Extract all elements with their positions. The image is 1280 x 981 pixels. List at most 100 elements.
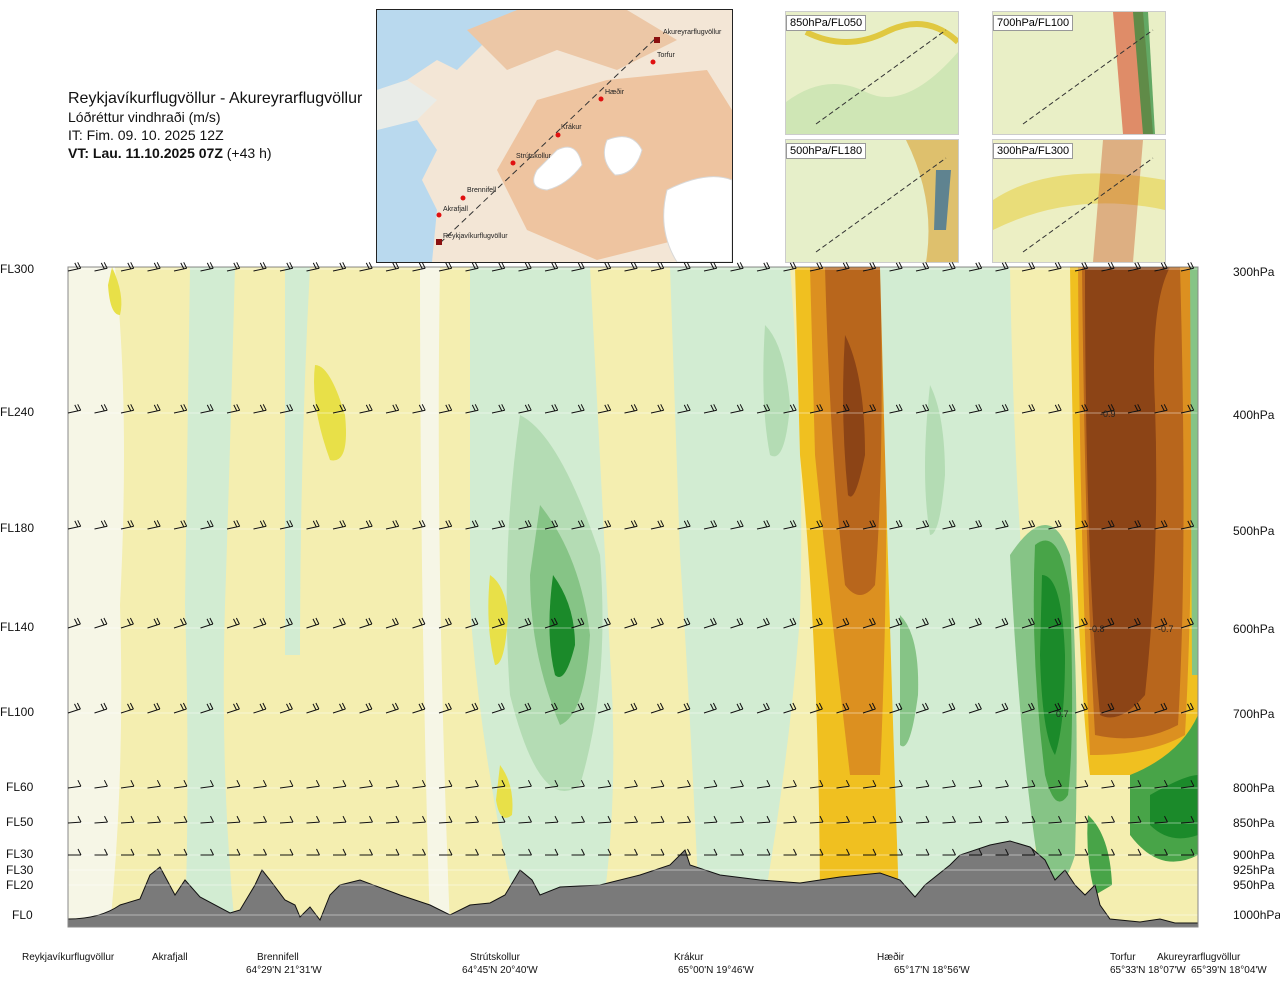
wind-barb xyxy=(730,262,744,272)
wind-barb xyxy=(544,815,559,824)
wind-barb xyxy=(253,617,267,629)
wind-barb xyxy=(438,520,453,530)
wind-barb xyxy=(306,262,320,272)
wind-barb xyxy=(942,617,956,629)
wind-barb xyxy=(1074,520,1089,530)
wind-barbs xyxy=(67,262,1195,856)
wind-barb xyxy=(1074,815,1089,824)
wind-barb xyxy=(1021,815,1036,824)
wind-barb xyxy=(809,617,823,629)
wind-barb xyxy=(412,779,426,789)
wind-barb xyxy=(624,702,638,714)
flight-level-axis: FL300 FL240 FL180 FL140 FL100 FL60 FL50 … xyxy=(0,262,34,922)
wind-barb xyxy=(544,262,559,272)
wind-barb xyxy=(306,848,320,856)
wind-barb xyxy=(438,262,453,272)
wind-barb xyxy=(386,848,400,856)
fl-label: FL240 xyxy=(0,405,34,419)
wind-barb xyxy=(1128,848,1142,856)
wind-barb xyxy=(650,520,665,530)
wind-barb xyxy=(1022,848,1036,856)
wind-barb xyxy=(121,848,135,856)
wind-barb xyxy=(942,815,956,824)
map-label-1: Akrafjall xyxy=(443,206,468,213)
wind-barb xyxy=(438,702,452,714)
wind-barb xyxy=(465,815,479,824)
wind-barb xyxy=(279,262,294,272)
wind-barb xyxy=(1154,779,1168,789)
wind-barb xyxy=(174,848,188,856)
wind-barb xyxy=(677,848,691,856)
wind-barb xyxy=(1180,617,1194,629)
wind-barb xyxy=(147,262,161,272)
wind-barb xyxy=(756,617,770,629)
wind-barb xyxy=(1048,848,1062,856)
wind-barb xyxy=(995,848,1009,856)
wind-barb xyxy=(1127,617,1141,629)
wind-barb xyxy=(1021,702,1035,714)
wind-barb xyxy=(94,702,108,714)
wind-barb xyxy=(120,520,135,530)
wind-barb xyxy=(677,815,691,824)
wind-barb xyxy=(571,617,585,629)
wind-barb xyxy=(465,848,479,856)
thumbnail-500hpa[interactable]: 500hPa/FL180 xyxy=(785,139,959,263)
route-map[interactable]: Reykjavíkurflugvöllur Akrafjall Brennife… xyxy=(376,9,733,263)
wind-barb xyxy=(995,520,1009,530)
wind-barb xyxy=(783,848,797,856)
wind-barb xyxy=(94,848,108,856)
wind-barb xyxy=(544,520,559,530)
wind-barb xyxy=(730,779,744,789)
wind-barb xyxy=(1127,815,1142,824)
wind-barb xyxy=(650,779,665,789)
map-label-2: Brennifell xyxy=(467,187,497,194)
wind-barb xyxy=(1181,848,1195,856)
wind-barb xyxy=(624,404,638,414)
wind-barb xyxy=(385,779,400,789)
wind-barb xyxy=(385,815,400,824)
thumbnail-700hpa[interactable]: 700hPa/FL100 xyxy=(992,11,1166,135)
wind-barb xyxy=(1101,815,1115,824)
wind-barb xyxy=(253,702,267,714)
wind-barb xyxy=(518,702,532,714)
wind-barb xyxy=(147,617,161,629)
pressure-label: 600hPa xyxy=(1233,622,1275,636)
wind-barb xyxy=(915,404,930,414)
wind-barb xyxy=(465,702,479,714)
wind-barb xyxy=(995,404,1009,414)
wind-barb xyxy=(624,520,638,530)
wind-barb xyxy=(1154,617,1168,629)
wind-barb xyxy=(200,702,214,714)
wind-barb xyxy=(1127,404,1142,414)
station-coords: 64°45'N 20°40'W xyxy=(462,965,538,976)
wind-barb xyxy=(968,815,983,824)
wind-barb xyxy=(704,848,718,856)
wind-barb xyxy=(1101,404,1115,414)
pressure-label: 300hPa xyxy=(1233,265,1275,279)
wind-barb xyxy=(412,617,426,629)
value-label: -0.7 xyxy=(1158,624,1174,634)
wind-barb xyxy=(1048,520,1062,530)
wind-barb xyxy=(862,617,876,629)
wind-barb xyxy=(915,520,930,530)
wind-barb xyxy=(94,404,108,414)
thumbnail-850hpa[interactable]: 850hPa/FL050 xyxy=(785,11,959,135)
wind-barb xyxy=(147,779,161,789)
wind-barb xyxy=(67,262,82,272)
wind-barb xyxy=(889,520,903,530)
wind-barb xyxy=(756,702,770,714)
wind-barb xyxy=(279,520,294,530)
wind-barb xyxy=(1021,404,1036,414)
fl-label: FL30 xyxy=(6,847,34,861)
wind-barb xyxy=(518,617,532,629)
wind-barb xyxy=(1180,262,1195,272)
wind-barb xyxy=(942,779,956,789)
thumbnail-300hpa[interactable]: 300hPa/FL300 xyxy=(992,139,1166,263)
wind-barb xyxy=(889,702,903,714)
wind-barb xyxy=(491,815,506,824)
wind-barb xyxy=(1101,617,1115,629)
wind-barb xyxy=(1021,779,1036,789)
wind-barb xyxy=(942,702,956,714)
wind-barb xyxy=(889,815,903,824)
wind-barb xyxy=(518,779,532,789)
